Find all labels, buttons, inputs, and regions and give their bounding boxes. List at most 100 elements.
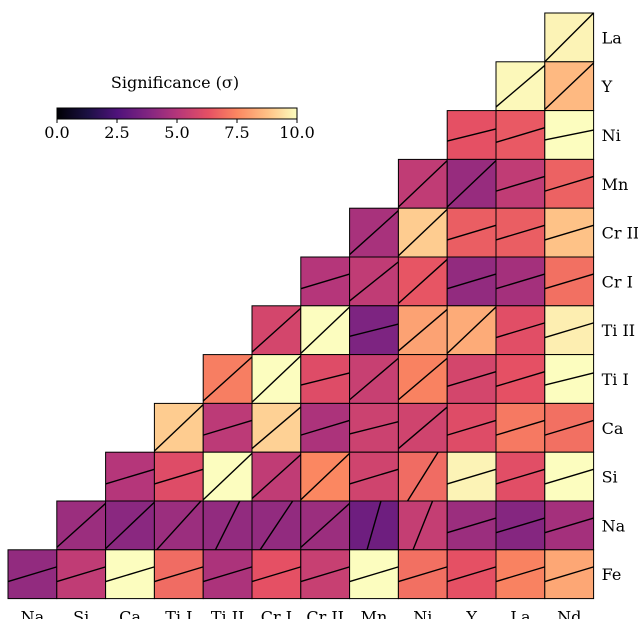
y-tick-label: Mn — [602, 175, 629, 194]
trend-line — [495, 64, 546, 108]
trend-line — [495, 127, 546, 143]
heatmap-cells — [7, 12, 595, 600]
x-tick-label: Si — [73, 608, 89, 619]
trend-line — [544, 62, 595, 110]
x-tick-label: Y — [465, 608, 477, 619]
x-tick-label: Cr I — [261, 608, 292, 619]
trend-line — [495, 273, 546, 290]
trend-line — [349, 261, 399, 302]
trend-line — [154, 468, 204, 485]
trend-line — [544, 468, 594, 485]
trend-line — [544, 566, 594, 583]
trend-line — [153, 404, 204, 452]
trend-line — [251, 406, 302, 450]
trend-line — [397, 308, 448, 352]
trend-line — [446, 160, 497, 208]
trend-line — [495, 566, 546, 583]
x-tick-label: Ti I — [165, 608, 192, 619]
x-tick-label: Ti II — [211, 608, 245, 619]
y-tick-label: Y — [601, 77, 613, 96]
trend-line — [398, 566, 448, 583]
trend-line — [495, 419, 546, 436]
trend-line — [105, 566, 155, 583]
trend-line — [300, 273, 350, 290]
trend-line — [349, 323, 399, 337]
trend-line — [202, 566, 253, 583]
trend-line — [446, 273, 497, 290]
trend-line — [397, 160, 448, 208]
colorbar-tick-label: 5.0 — [164, 123, 189, 142]
trend-line — [105, 468, 155, 485]
trend-line — [156, 500, 202, 551]
trend-line — [349, 421, 399, 435]
trend-line — [366, 500, 382, 550]
trend-line — [251, 355, 302, 403]
y-tick-label: Ni — [602, 126, 621, 145]
trend-line — [544, 517, 594, 534]
trend-line — [495, 175, 546, 192]
trend-line — [544, 12, 595, 63]
trend-line — [495, 371, 546, 387]
trend-line — [300, 452, 351, 501]
trend-line — [495, 224, 546, 241]
y-tick-label: La — [602, 28, 623, 47]
colorbar: Significance (σ) 0.0 2.5 5.0 7.5 10.0 — [44, 73, 315, 142]
x-tick-label: Mn — [361, 608, 388, 619]
trend-line — [300, 372, 350, 386]
trend-line — [300, 306, 351, 354]
colorbar-title: Significance (σ) — [111, 73, 239, 92]
trend-line — [349, 210, 399, 256]
trend-line — [544, 224, 594, 241]
trend-line — [251, 566, 302, 583]
trend-line — [397, 357, 448, 401]
trend-line — [105, 501, 155, 550]
x-tick-label: La — [510, 608, 531, 619]
trend-line — [544, 372, 594, 386]
trend-line — [495, 468, 546, 485]
trend-line — [446, 517, 497, 534]
colorbar-tick-label: 2.5 — [104, 123, 129, 142]
trend-line — [446, 419, 497, 436]
trend-line — [202, 452, 253, 501]
trend-line — [397, 258, 448, 304]
trend-line — [406, 451, 439, 502]
x-tick-label: Ni — [413, 608, 432, 619]
y-tick-label: Ti I — [602, 370, 629, 389]
trend-line — [544, 175, 594, 192]
trend-line — [397, 406, 448, 450]
trend-line — [259, 500, 294, 551]
trend-line — [56, 502, 107, 548]
y-tick-label: Ca — [602, 419, 624, 438]
x-tick-labels: Na Si Ca Ti I Ti II Cr I Cr II Mn Ni Y La Nd — [21, 608, 582, 619]
trend-line — [446, 566, 497, 583]
trend-line — [397, 208, 448, 257]
colorbar-gradient — [56, 107, 298, 120]
trend-line — [300, 419, 350, 436]
trend-line — [214, 500, 241, 551]
x-tick-label: Cr II — [306, 608, 344, 619]
heatmap-cell-Ca-Y — [446, 402, 497, 453]
trend-line — [202, 419, 253, 436]
trend-line — [495, 517, 546, 534]
trend-line — [349, 566, 399, 583]
trend-line — [495, 322, 546, 339]
trend-line — [446, 371, 497, 387]
y-tick-label: Ti II — [602, 321, 636, 340]
trend-line — [300, 502, 351, 548]
colorbar-tick-label: 0.0 — [44, 123, 69, 142]
x-tick-label: Na — [21, 608, 45, 619]
trend-line — [300, 566, 350, 583]
trend-line — [544, 273, 594, 290]
colorbar-tick-label: 7.5 — [224, 123, 249, 142]
trend-line — [56, 566, 106, 583]
y-tick-label: Fe — [602, 565, 622, 584]
trend-line — [544, 419, 594, 436]
trend-line — [412, 500, 434, 551]
trend-line — [202, 356, 253, 402]
x-tick-label: Nd — [557, 608, 581, 619]
y-tick-label: Na — [602, 516, 626, 535]
colorbar-tick-label: 10.0 — [279, 123, 315, 142]
trend-line — [251, 307, 302, 353]
trend-line — [447, 128, 497, 142]
trend-line — [251, 454, 302, 500]
